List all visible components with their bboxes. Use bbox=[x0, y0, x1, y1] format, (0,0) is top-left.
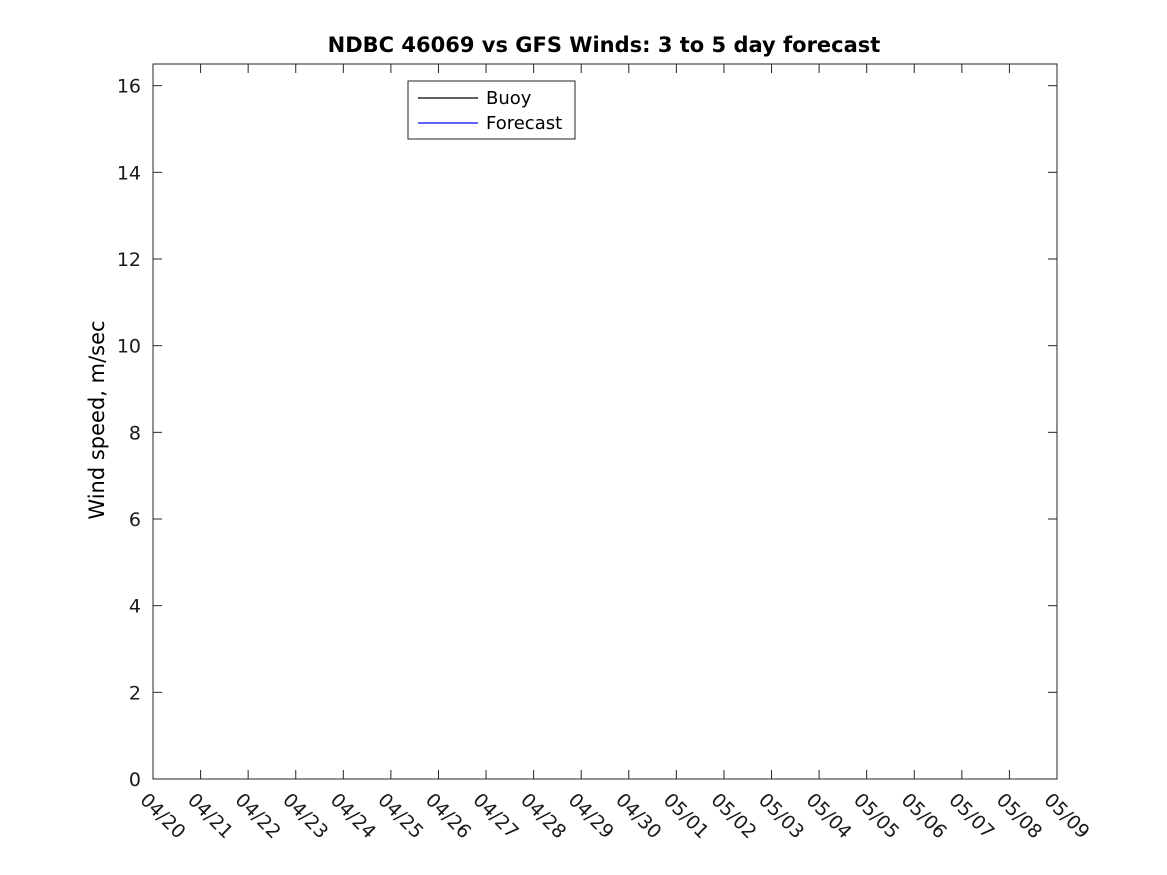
x-tick-label: 05/01 bbox=[659, 789, 713, 843]
x-tick-label: 04/26 bbox=[421, 789, 475, 843]
legend-label: Buoy bbox=[486, 88, 532, 109]
y-tick-label: 16 bbox=[117, 76, 141, 98]
x-tick-label: 05/09 bbox=[1039, 789, 1093, 843]
x-tick-label: 05/03 bbox=[754, 789, 808, 843]
x-tick-label: 04/20 bbox=[135, 789, 189, 843]
y-tick-label: 12 bbox=[117, 249, 141, 271]
x-tick-label: 04/27 bbox=[469, 789, 523, 843]
legend: Buoy Forecast bbox=[407, 80, 576, 140]
x-tick-label: 05/05 bbox=[849, 789, 903, 843]
y-tick-label: 0 bbox=[129, 769, 141, 791]
x-tick-label: 04/30 bbox=[611, 789, 665, 843]
x-tick-label: 04/24 bbox=[326, 789, 380, 843]
plot-area bbox=[152, 63, 1058, 780]
x-tick-label: 05/02 bbox=[706, 789, 760, 843]
y-tick-label: 4 bbox=[129, 596, 141, 618]
x-tick-label: 04/29 bbox=[564, 789, 618, 843]
x-tick-label: 05/06 bbox=[897, 789, 951, 843]
x-tick-label: 04/28 bbox=[516, 789, 570, 843]
y-axis-label: Wind speed, m/sec bbox=[85, 320, 109, 519]
x-tick-label: 04/23 bbox=[278, 789, 332, 843]
x-tick-label: 05/08 bbox=[992, 789, 1046, 843]
y-tick-label: 6 bbox=[129, 509, 141, 531]
y-tick-label: 14 bbox=[117, 162, 141, 184]
x-tick-label: 05/07 bbox=[944, 789, 998, 843]
x-tick-label: 04/25 bbox=[373, 789, 427, 843]
y-tick-label: 2 bbox=[129, 682, 141, 704]
x-tick-label: 05/04 bbox=[802, 789, 856, 843]
y-tick-label: 8 bbox=[129, 422, 141, 444]
legend-box bbox=[407, 80, 576, 140]
x-tick-label: 04/21 bbox=[183, 789, 237, 843]
y-tick-label: 10 bbox=[117, 336, 141, 358]
x-tick-label: 04/22 bbox=[231, 789, 285, 843]
chart-title: NDBC 46069 vs GFS Winds: 3 to 5 day fore… bbox=[328, 33, 881, 57]
legend-label: Forecast bbox=[486, 113, 562, 134]
